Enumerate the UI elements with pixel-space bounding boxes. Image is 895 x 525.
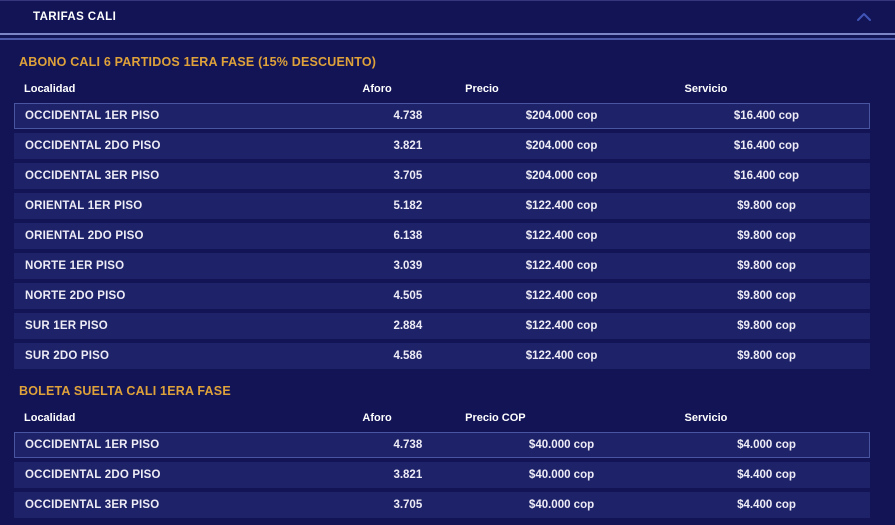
aforo-cell: 3.821: [393, 140, 423, 152]
column-header-localidad: Localidad: [24, 83, 76, 95]
table-row: OCCIDENTAL 2DO PISO 3.821 $204.000 cop $16.…: [14, 133, 870, 159]
localidad-cell: OCCIDENTAL 3ER PISO: [25, 499, 160, 511]
table-row: NORTE 2DO PISO 4.505 $122.400 cop $9.800 co…: [14, 283, 870, 309]
precio-cell: $122.400 cop: [525, 320, 598, 332]
table-row: OCCIDENTAL 3ER PISO 3.705 $40.000 cop $4.40…: [14, 492, 870, 518]
aforo-cell: 4.586: [393, 350, 423, 362]
servicio-cell: $4.000 cop: [737, 439, 796, 451]
precio-cell: $40.000 cop: [528, 469, 595, 481]
accordion-header-tarifas-cali[interactable]: TARIFAS CALI: [0, 1, 895, 33]
servicio-cell: $9.800 cop: [737, 260, 796, 272]
precio-cell: $122.400 cop: [525, 260, 598, 272]
servicio-cell: $9.800 cop: [737, 290, 796, 302]
table-row: SUR 2DO PISO 4.586 $122.400 cop $9.800 cop: [14, 343, 870, 369]
localidad-cell: OCCIDENTAL 1ER PISO: [25, 110, 160, 122]
table-row: ORIENTAL 1ER PISO 5.182 $122.400 cop $9.800…: [14, 193, 870, 219]
table-row: SUR 1ER PISO 2.884 $122.400 cop $9.800 cop: [14, 313, 870, 339]
aforo-cell: 4.738: [393, 439, 423, 451]
precio-cell: $204.000 cop: [525, 140, 598, 152]
localidad-cell: NORTE 1ER PISO: [25, 260, 125, 272]
column-header-aforo: Aforo: [362, 412, 392, 424]
table-row: OCCIDENTAL 1ER PISO 4.738 $204.000 cop $16.…: [14, 103, 870, 129]
localidad-cell: SUR 1ER PISO: [25, 320, 108, 332]
section-title: ABONO CALI 6 PARTIDOS 1ERA FASE (15% DES…: [19, 55, 377, 69]
precio-cell: $40.000 cop: [528, 439, 595, 451]
servicio-cell: $16.400 cop: [733, 110, 800, 122]
precio-cell: $204.000 cop: [525, 170, 598, 182]
servicio-cell: $16.400 cop: [733, 170, 800, 182]
aforo-cell: 3.039: [393, 260, 423, 272]
section-title: BOLETA SUELTA CALI 1ERA FASE: [19, 384, 231, 398]
table-header-row: Localidad Aforo Precio COP Servicio: [14, 412, 870, 424]
localidad-cell: OCCIDENTAL 2DO PISO: [25, 140, 161, 152]
aforo-cell: 3.821: [393, 469, 423, 481]
table-body: OCCIDENTAL 1ER PISO 4.738 $40.000 cop $4.00…: [14, 432, 870, 518]
localidad-cell: OCCIDENTAL 3ER PISO: [25, 170, 160, 182]
table-row: OCCIDENTAL 1ER PISO 4.738 $40.000 cop $4.00…: [14, 432, 870, 458]
column-header-servicio: Servicio: [684, 412, 728, 424]
table-header-row: Localidad Aforo Precio Servicio: [14, 83, 870, 95]
localidad-cell: NORTE 2DO PISO: [25, 290, 126, 302]
aforo-cell: 6.138: [393, 230, 423, 242]
column-header-precio-cop: Precio COP: [465, 412, 526, 424]
aforo-cell: 3.705: [393, 170, 423, 182]
column-header-servicio: Servicio: [684, 83, 728, 95]
tariff-content: ABONO CALI 6 PARTIDOS 1ERA FASE (15% DES…: [0, 55, 895, 518]
precio-cell: $122.400 cop: [525, 200, 598, 212]
accordion-title: TARIFAS CALI: [33, 11, 117, 23]
tariff-section: BOLETA SUELTA CALI 1ERA FASE Localidad Af…: [14, 384, 870, 518]
header-divider: [0, 33, 895, 40]
column-header-precio: Precio: [465, 83, 499, 95]
column-header-aforo: Aforo: [362, 83, 392, 95]
servicio-cell: $4.400 cop: [737, 469, 796, 481]
servicio-cell: $4.400 cop: [737, 499, 796, 511]
servicio-cell: $9.800 cop: [737, 350, 796, 362]
precio-cell: $122.400 cop: [525, 230, 598, 242]
table-row: NORTE 1ER PISO 3.039 $122.400 cop $9.800 co…: [14, 253, 870, 279]
localidad-cell: SUR 2DO PISO: [25, 350, 110, 362]
aforo-cell: 4.738: [393, 110, 423, 122]
localidad-cell: OCCIDENTAL 1ER PISO: [25, 439, 160, 451]
column-header-localidad: Localidad: [24, 412, 76, 424]
aforo-cell: 3.705: [393, 499, 423, 511]
precio-cell: $122.400 cop: [525, 290, 598, 302]
localidad-cell: ORIENTAL 2DO PISO: [25, 230, 144, 242]
aforo-cell: 4.505: [393, 290, 423, 302]
chevron-up-icon[interactable]: [856, 12, 872, 22]
localidad-cell: OCCIDENTAL 2DO PISO: [25, 469, 161, 481]
precio-cell: $40.000 cop: [528, 499, 595, 511]
servicio-cell: $16.400 cop: [733, 140, 800, 152]
aforo-cell: 2.884: [393, 320, 423, 332]
table-body: OCCIDENTAL 1ER PISO 4.738 $204.000 cop $16.…: [14, 103, 870, 369]
servicio-cell: $9.800 cop: [737, 320, 796, 332]
servicio-cell: $9.800 cop: [737, 200, 796, 212]
localidad-cell: ORIENTAL 1ER PISO: [25, 200, 143, 212]
table-row: ORIENTAL 2DO PISO 6.138 $122.400 cop $9.800…: [14, 223, 870, 249]
tariff-section: ABONO CALI 6 PARTIDOS 1ERA FASE (15% DES…: [14, 55, 870, 369]
aforo-cell: 5.182: [393, 200, 423, 212]
precio-cell: $204.000 cop: [525, 110, 598, 122]
servicio-cell: $9.800 cop: [737, 230, 796, 242]
table-row: OCCIDENTAL 3ER PISO 3.705 $204.000 cop $16.…: [14, 163, 870, 189]
table-row: OCCIDENTAL 2DO PISO 3.821 $40.000 cop $4.40…: [14, 462, 870, 488]
precio-cell: $122.400 cop: [525, 350, 598, 362]
